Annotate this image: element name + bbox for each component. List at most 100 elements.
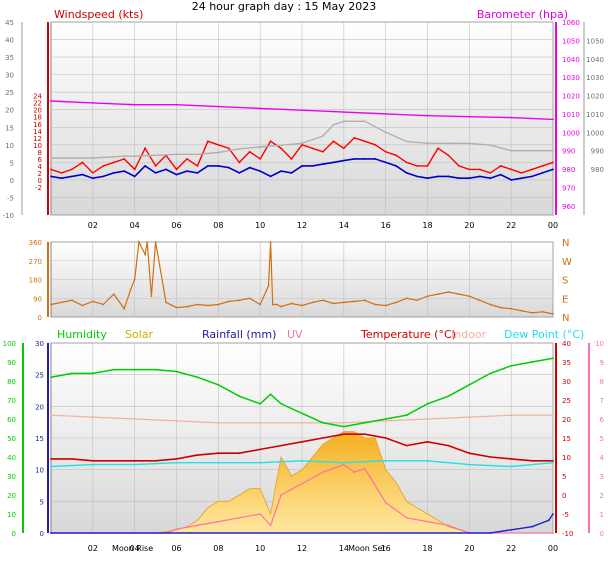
windspeed_avg-point bbox=[311, 165, 314, 167]
windspeed-point bbox=[227, 147, 230, 150]
windspeed_avg-point bbox=[133, 175, 136, 178]
windspeed_avg-point bbox=[489, 177, 492, 180]
windspeed-point bbox=[217, 143, 220, 146]
left-tick-label: 5 bbox=[40, 498, 44, 506]
humidity-point bbox=[50, 376, 52, 379]
windspeed-point bbox=[238, 161, 241, 164]
direction-tick-label: 90 bbox=[33, 295, 42, 303]
gust_gray-point bbox=[322, 135, 324, 137]
outer-left-tick-label: 0 bbox=[10, 177, 14, 185]
humidity-point bbox=[489, 372, 492, 375]
temperature-tick-label: 15 bbox=[562, 435, 571, 443]
gust_gray-point bbox=[227, 149, 230, 152]
direction-point bbox=[144, 253, 147, 256]
windspeed-point bbox=[248, 150, 251, 153]
indoor-point bbox=[510, 414, 513, 417]
temperature-point bbox=[384, 437, 387, 439]
windspeed-point bbox=[175, 168, 178, 171]
windspeed-point bbox=[290, 158, 293, 160]
uv-tick-label: 4 bbox=[600, 454, 605, 462]
gust_gray-point bbox=[196, 153, 199, 156]
temperature-tick-label: 35 bbox=[562, 359, 571, 367]
windspeed-tick-label: 6 bbox=[38, 156, 43, 164]
uv-point bbox=[342, 463, 345, 466]
temperature-point bbox=[468, 452, 471, 455]
windspeed-tick-label: 14 bbox=[33, 128, 42, 136]
x-tick-label: 12 bbox=[297, 221, 307, 230]
temperature-point bbox=[217, 452, 220, 455]
wind-panel-series bbox=[50, 100, 554, 181]
humidity-point bbox=[342, 425, 345, 428]
windspeed_avg-point bbox=[71, 175, 73, 178]
direction-point bbox=[227, 300, 230, 303]
barometer-tick-label: 1050 bbox=[562, 37, 580, 45]
windspeed-axis-label: Windspeed (kts) bbox=[54, 8, 143, 21]
direction-point bbox=[71, 299, 73, 302]
barometer-tick-label: 1060 bbox=[562, 19, 580, 27]
windspeed_avg-point bbox=[374, 158, 377, 160]
humidity-point bbox=[196, 376, 199, 379]
windspeed-point bbox=[259, 158, 262, 160]
indoor-point bbox=[175, 420, 178, 422]
gust_gray-point bbox=[123, 155, 126, 158]
windspeed-point bbox=[322, 150, 324, 153]
windspeed_avg-point bbox=[290, 172, 293, 174]
outer-left-tick-label: 25 bbox=[5, 89, 14, 97]
temperature-point bbox=[426, 440, 429, 443]
windspeed-point bbox=[342, 147, 345, 150]
humidity-tick-label: 50 bbox=[7, 435, 16, 443]
windspeed-point bbox=[363, 140, 366, 143]
windspeed-point bbox=[269, 140, 272, 143]
dewpoint-point bbox=[50, 465, 52, 468]
temperature-panel-legend: Humidity Solar Rainfall (mm) UV Temperature … bbox=[57, 328, 584, 341]
windspeed_avg-point bbox=[552, 168, 554, 171]
gust_gray-point bbox=[50, 157, 52, 159]
humidity-tick-label: 30 bbox=[7, 473, 16, 481]
windspeed_avg-point bbox=[123, 170, 126, 173]
barometer-point bbox=[552, 118, 554, 121]
windspeed-point bbox=[520, 172, 523, 174]
direction-point bbox=[374, 303, 377, 306]
uv-point bbox=[405, 516, 408, 519]
barometer-point bbox=[91, 102, 94, 104]
humidity-point bbox=[154, 368, 157, 371]
temperature-point bbox=[112, 459, 115, 462]
windspeed-point bbox=[395, 154, 397, 157]
gust_gray-point bbox=[301, 142, 303, 145]
uv-point bbox=[175, 528, 178, 531]
windspeed_avg-point bbox=[437, 175, 439, 178]
humidity-point bbox=[259, 402, 262, 405]
windspeed_avg-point bbox=[353, 158, 356, 160]
windspeed_avg-point bbox=[196, 172, 199, 174]
direction-point bbox=[468, 295, 471, 298]
barometer-point bbox=[510, 116, 513, 119]
temperature-tick-label: 25 bbox=[562, 397, 571, 405]
windspeed-tick-label: 8 bbox=[38, 149, 42, 157]
legend-item: Rainfall (mm) bbox=[202, 328, 276, 341]
direction-point bbox=[267, 284, 270, 287]
windspeed-point bbox=[144, 147, 147, 150]
windspeed-point bbox=[332, 140, 335, 143]
barometer-tick-label: 1010 bbox=[562, 111, 580, 119]
direction-point bbox=[416, 299, 418, 302]
temperature-point bbox=[405, 444, 408, 447]
windspeed-point bbox=[60, 172, 63, 174]
temperature-point bbox=[91, 459, 94, 462]
outer-left-tick-label: 5 bbox=[10, 159, 14, 167]
direction-point bbox=[196, 303, 199, 306]
dewpoint-point bbox=[468, 463, 471, 466]
uv-tick-label: 0 bbox=[600, 530, 604, 538]
gust_gray-point bbox=[91, 157, 94, 159]
direction-point bbox=[384, 304, 387, 307]
direction-point bbox=[395, 301, 397, 304]
temperature-point bbox=[196, 454, 199, 456]
gust_gray-point bbox=[384, 131, 387, 134]
gust_gray-point bbox=[552, 149, 554, 152]
gust_gray-point bbox=[311, 138, 314, 141]
gust_gray-point bbox=[363, 120, 366, 123]
dewpoint-point bbox=[426, 459, 429, 462]
temperature-point bbox=[552, 459, 554, 462]
windspeed_avg-point bbox=[269, 175, 272, 178]
direction-point bbox=[175, 306, 178, 309]
